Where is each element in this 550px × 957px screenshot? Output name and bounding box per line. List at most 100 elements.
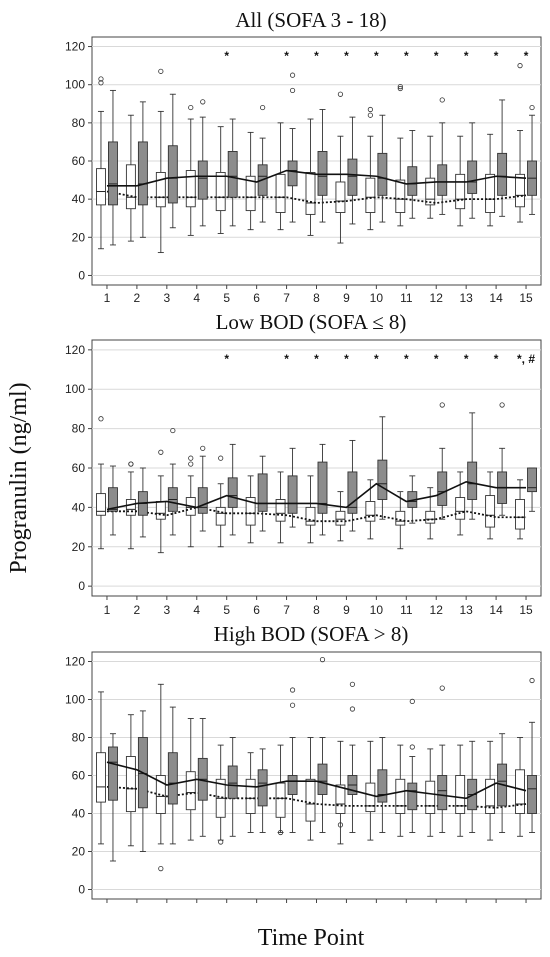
box	[227, 477, 238, 508]
significance-marker: *	[374, 49, 379, 63]
outlier-point	[319, 656, 326, 663]
box	[485, 778, 496, 814]
outlier-point	[529, 104, 535, 111]
box	[515, 769, 525, 814]
box	[425, 780, 436, 814]
box	[527, 775, 537, 814]
x-tick-label: 6	[253, 291, 260, 305]
panel-title: High BOD (SOFA > 8)	[214, 622, 409, 646]
box	[137, 141, 148, 206]
box	[455, 497, 466, 520]
trend-line-solid	[106, 761, 527, 800]
box	[197, 487, 208, 514]
box	[185, 170, 196, 208]
significance-marker: *	[464, 352, 469, 366]
outlier-point	[98, 416, 104, 422]
x-tick-label: 10	[370, 291, 384, 305]
box	[257, 473, 268, 512]
outlier-point	[289, 687, 296, 693]
significance-marker: *	[434, 49, 439, 63]
outlier-point	[158, 865, 164, 872]
outlier-point	[439, 685, 445, 691]
series-group-2	[106, 656, 537, 862]
box	[497, 152, 508, 196]
box	[395, 179, 406, 213]
x-tick-label: 5	[223, 291, 230, 305]
significance-marker: *	[284, 352, 289, 366]
trend-line-dotted	[106, 506, 527, 523]
significance-marker: *	[284, 49, 289, 63]
y-tick-label: 100	[65, 78, 85, 92]
box	[125, 756, 136, 813]
outlier-point	[158, 449, 164, 455]
box	[515, 173, 525, 208]
box	[377, 769, 388, 803]
y-tick-label: 20	[72, 845, 86, 859]
x-tick-label: 8	[313, 291, 320, 305]
outlier-point	[218, 839, 224, 845]
box	[185, 771, 196, 811]
significance-marker: *, #	[517, 352, 535, 366]
box	[245, 778, 256, 814]
outlier-point	[188, 104, 194, 111]
outlier-point	[337, 91, 344, 97]
x-tick-label: 13	[459, 291, 473, 305]
x-tick-label: 7	[283, 603, 290, 617]
box	[108, 746, 118, 801]
box	[96, 493, 106, 516]
outlier-point	[289, 87, 296, 94]
x-tick-label: 12	[430, 291, 444, 305]
box	[515, 499, 525, 530]
outlier-point	[349, 706, 356, 712]
box	[287, 475, 298, 514]
significance-marker: *	[494, 352, 499, 366]
significance-marker: *	[524, 49, 529, 63]
outlier-point	[128, 461, 134, 467]
box	[395, 778, 406, 814]
x-tick-label: 14	[489, 603, 503, 617]
box	[155, 775, 166, 814]
box	[197, 160, 208, 200]
outlier-point	[337, 822, 344, 828]
y-tick-label: 120	[65, 343, 85, 357]
box	[467, 160, 478, 194]
box	[227, 151, 238, 198]
outlier-point	[397, 85, 403, 92]
x-tick-label: 14	[489, 291, 503, 305]
box	[125, 164, 136, 210]
box	[347, 471, 358, 514]
outlier-point	[289, 702, 296, 708]
x-tick-label: 9	[343, 603, 350, 617]
significance-marker: *	[224, 49, 229, 63]
box	[305, 506, 316, 526]
y-tick-label: 60	[72, 461, 86, 475]
box	[245, 497, 256, 526]
outlier-point	[409, 744, 415, 750]
x-tick-label: 3	[163, 291, 170, 305]
chart-panel-3: High BOD (SOFA > 8) 0 20 40 60 80 100 120	[65, 622, 542, 903]
box	[227, 765, 238, 799]
outlier-point	[439, 402, 445, 408]
series-group-2	[106, 402, 537, 538]
x-tick-label: 2	[134, 603, 141, 617]
significance-marker: *	[344, 49, 349, 63]
outlier-point	[409, 698, 415, 705]
box	[377, 459, 388, 500]
box	[437, 164, 448, 196]
significance-marker: *	[404, 49, 409, 63]
box	[108, 487, 118, 512]
panel-title: All (SOFA 3 - 18)	[235, 8, 386, 32]
y-tick-label: 60	[72, 769, 86, 783]
x-tick-label: 6	[253, 603, 260, 617]
box	[407, 166, 418, 196]
box	[317, 461, 328, 514]
x-tick-label: 12	[430, 603, 444, 617]
y-tick-label: 80	[72, 731, 86, 745]
outlier-point	[200, 445, 206, 451]
outlier-point	[367, 106, 373, 113]
box	[215, 171, 226, 212]
outlier-point	[367, 112, 373, 118]
